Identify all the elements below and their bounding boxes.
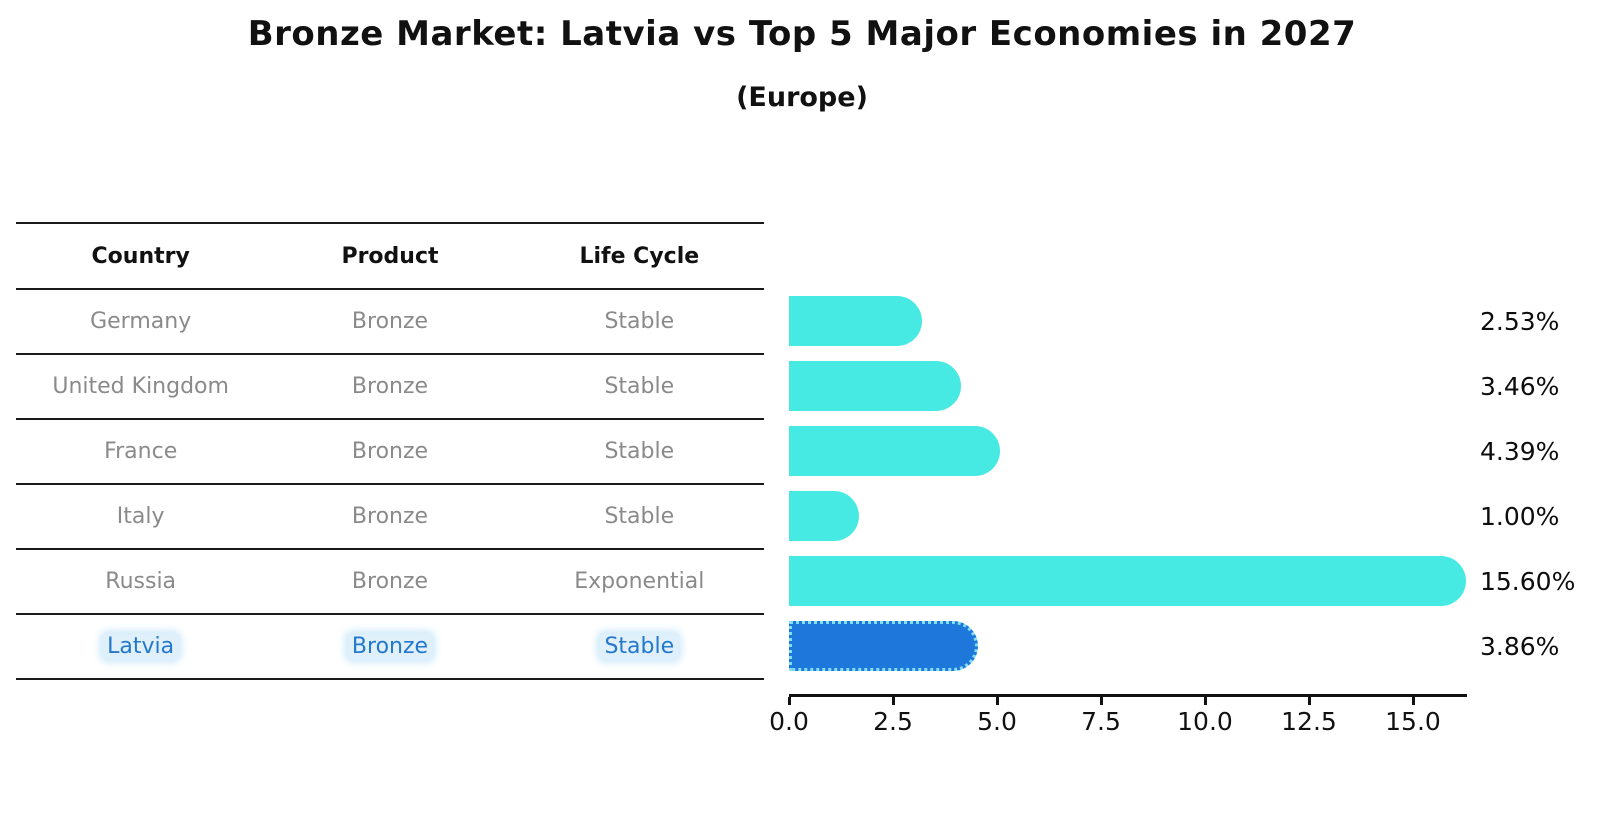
x-tick-mark <box>1204 697 1207 705</box>
cell-country: Germany <box>16 309 265 334</box>
x-tick-mark <box>1412 697 1415 705</box>
bar-italy <box>789 491 859 541</box>
cell-text: Latvia <box>103 634 179 659</box>
cell-text: Stable <box>604 309 675 334</box>
x-tick-label: 10.0 <box>1177 707 1233 736</box>
cell-text: Exponential <box>574 569 705 594</box>
cell-country: France <box>16 439 265 464</box>
cell-life-cycle: Stable <box>515 634 764 659</box>
x-tick-mark <box>996 697 999 705</box>
x-tick-label: 2.5 <box>873 707 913 736</box>
x-tick-mark <box>788 697 791 705</box>
cell-text: Stable <box>600 634 679 659</box>
cell-life-cycle: Stable <box>515 504 764 529</box>
cell-text: Stable <box>604 504 675 529</box>
chart-title: Bronze Market: Latvia vs Top 5 Major Eco… <box>247 14 1357 54</box>
table-row-italy: Italy Bronze Stable <box>16 485 764 550</box>
cell-text: United Kingdom <box>52 374 229 399</box>
column-header-product: Product <box>341 243 439 269</box>
country-table: Country Product Life Cycle Germany Bronz… <box>16 222 764 680</box>
cell-life-cycle: Stable <box>515 439 764 464</box>
cell-text: Stable <box>604 374 675 399</box>
column-header-country: Country <box>91 243 190 269</box>
value-label-russia: 15.60% <box>1480 566 1576 596</box>
cell-life-cycle: Stable <box>515 309 764 334</box>
column-header-life-cycle: Life Cycle <box>579 243 700 269</box>
cell-text: Bronze <box>347 634 433 659</box>
cell-text: Italy <box>116 504 165 529</box>
cell-product: Bronze <box>265 439 514 464</box>
x-tick-label: 5.0 <box>977 707 1017 736</box>
cell-product: Bronze <box>265 634 514 659</box>
x-tick-mark <box>1100 697 1103 705</box>
x-tick-label: 15.0 <box>1385 707 1441 736</box>
cell-product: Bronze <box>265 504 514 529</box>
cell-text: Stable <box>604 439 675 464</box>
cell-text: Bronze <box>351 374 429 399</box>
table-row-france: France Bronze Stable <box>16 420 764 485</box>
cell-text: Bronze <box>351 309 429 334</box>
cell-text: Bronze <box>351 569 429 594</box>
cell-country: United Kingdom <box>16 374 265 399</box>
chart-subtitle: (Europe) <box>736 82 868 113</box>
cell-product: Bronze <box>265 374 514 399</box>
bar-united-kingdom <box>789 361 961 411</box>
bar-germany <box>789 296 923 346</box>
cell-product: Bronze <box>265 569 514 594</box>
cell-product: Bronze <box>265 309 514 334</box>
value-label-united-kingdom: 3.46% <box>1480 371 1560 401</box>
value-label-germany: 2.53% <box>1480 306 1560 336</box>
x-tick-label: 0.0 <box>769 707 809 736</box>
table-row-latvia: Latvia Bronze Stable <box>16 615 764 680</box>
bar-france <box>789 426 1000 476</box>
cell-life-cycle: Stable <box>515 374 764 399</box>
bar-latvia-highlighted <box>789 621 978 671</box>
cell-text: Bronze <box>351 504 429 529</box>
cell-text: Germany <box>90 309 192 334</box>
x-tick-mark <box>892 697 895 705</box>
value-label-italy: 1.00% <box>1480 501 1560 531</box>
cell-text: Russia <box>105 569 177 594</box>
table-header-row: Country Product Life Cycle <box>16 224 764 290</box>
table-row-germany: Germany Bronze Stable <box>16 290 764 355</box>
cell-country: Italy <box>16 504 265 529</box>
x-tick-mark <box>1308 697 1311 705</box>
cell-country: Russia <box>16 569 265 594</box>
cell-text: Bronze <box>351 439 429 464</box>
cell-life-cycle: Exponential <box>515 569 764 594</box>
x-axis-line <box>789 694 1467 697</box>
bar-russia <box>789 556 1466 606</box>
x-tick-label: 12.5 <box>1281 707 1337 736</box>
table-row-russia: Russia Bronze Exponential <box>16 550 764 615</box>
table-row-united-kingdom: United Kingdom Bronze Stable <box>16 355 764 420</box>
value-label-france: 4.39% <box>1480 436 1560 466</box>
cell-text: France <box>104 439 178 464</box>
cell-country: Latvia <box>16 634 265 659</box>
x-tick-label: 7.5 <box>1081 707 1121 736</box>
value-label-latvia: 3.86% <box>1480 631 1560 661</box>
